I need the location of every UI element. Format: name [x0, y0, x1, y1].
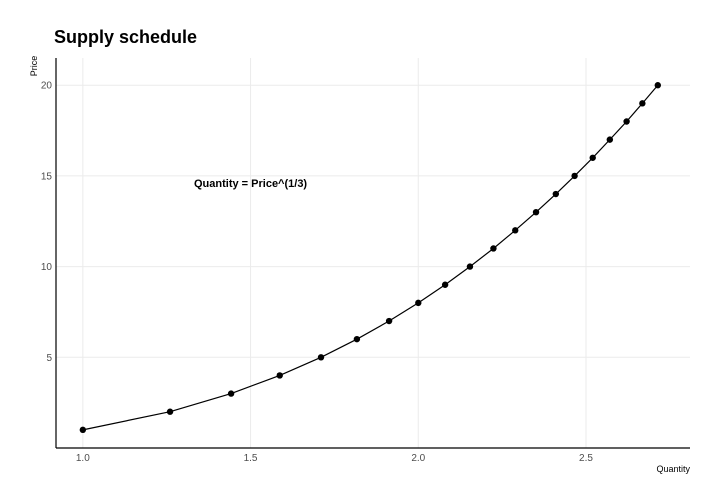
data-point — [532, 208, 540, 216]
data-point — [589, 154, 596, 161]
data-point — [227, 390, 235, 397]
data-point — [166, 408, 174, 415]
data-point — [606, 136, 614, 143]
series-points — [79, 82, 661, 434]
data-point — [276, 372, 283, 379]
data-point — [571, 172, 578, 180]
data-point — [353, 335, 361, 343]
data-point — [317, 354, 325, 361]
y-tick-label: 15 — [41, 171, 53, 182]
series-line — [82, 84, 659, 431]
data-point — [79, 426, 87, 434]
x-tick-labels: 1.0 1.5 2.0 2.5 — [76, 453, 594, 464]
x-tick-label: 1.0 — [76, 453, 90, 464]
y-tick-labels: 5 10 15 20 — [41, 81, 53, 364]
data-point — [441, 281, 449, 288]
data-point — [552, 190, 560, 198]
y-tick-label: 10 — [41, 262, 53, 273]
data-point — [385, 317, 393, 325]
y-tick-label: 20 — [41, 81, 53, 92]
data-point — [415, 299, 422, 307]
data-point — [490, 245, 497, 252]
x-tick-label: 1.5 — [244, 453, 258, 464]
x-tick-label: 2.0 — [411, 453, 425, 464]
data-point — [654, 82, 661, 89]
chart-title: Supply schedule — [54, 27, 197, 47]
x-tick-label: 2.5 — [579, 453, 593, 464]
y-axis-label: Price — [29, 56, 39, 77]
data-point — [623, 118, 630, 125]
gridlines — [56, 58, 690, 448]
y-tick-label: 5 — [46, 353, 52, 364]
data-point — [639, 100, 646, 107]
data-point — [466, 263, 474, 270]
data-point — [512, 227, 519, 234]
x-axis-label: Quantity — [656, 464, 690, 474]
equation-annotation: Quantity = Price^(1/3) — [194, 178, 307, 190]
